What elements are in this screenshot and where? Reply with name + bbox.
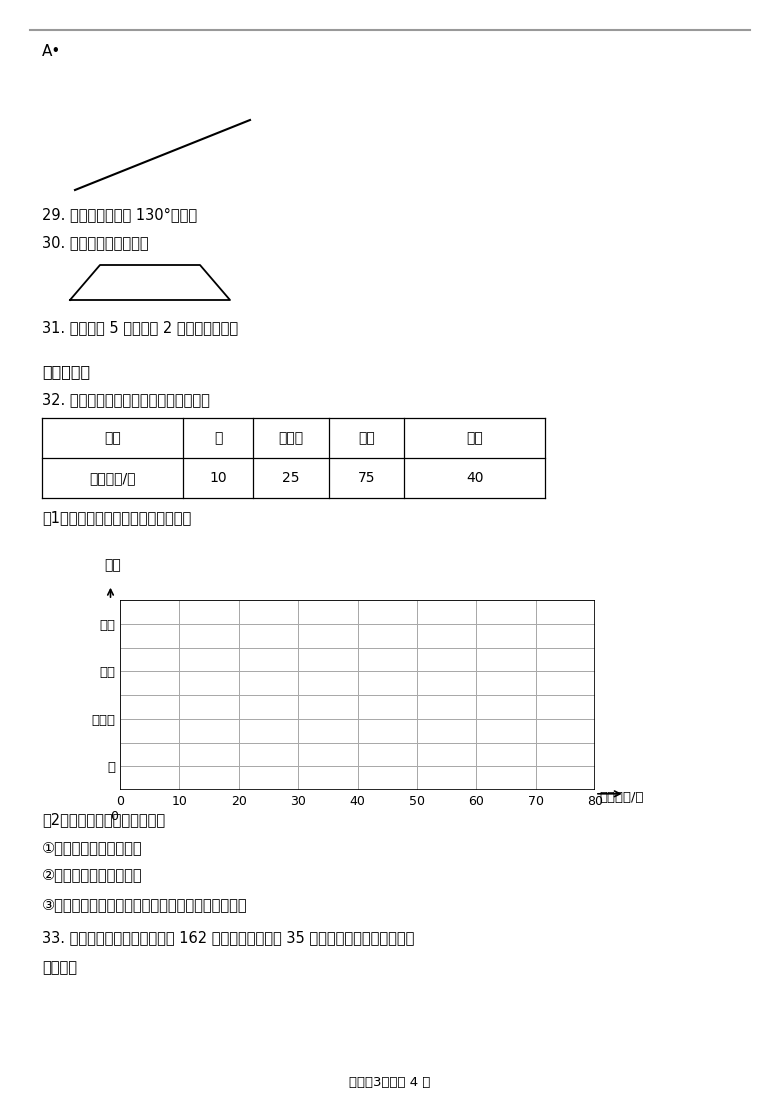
Text: 狗: 狗 <box>214 431 222 445</box>
Text: 33. 林场进行植树活动，一共有 162 棵树苗，每行植树 35 棵，一共可以植几行？还剩: 33. 林场进行植树活动，一共有 162 棵树苗，每行植树 35 棵，一共可以植… <box>42 931 414 945</box>
Text: 32. 下面是几种动物的平均寿命统计表。: 32. 下面是几种动物的平均寿命统计表。 <box>42 393 210 407</box>
Text: 10: 10 <box>209 471 227 485</box>
Text: 大象: 大象 <box>358 431 375 445</box>
Text: 31. 画一个长 5 厘米，宽 2 厘米的长方形。: 31. 画一个长 5 厘米，宽 2 厘米的长方形。 <box>42 321 238 335</box>
Text: 种类: 种类 <box>104 431 121 445</box>
Text: A•: A• <box>42 44 62 60</box>
Text: 试卷第3页，总 4 页: 试卷第3页，总 4 页 <box>349 1077 431 1090</box>
Text: （2）根据完成的统计图填空。: （2）根据完成的统计图填空。 <box>42 813 165 827</box>
Text: （1）根据统计表完成下面的统计图。: （1）根据统计表完成下面的统计图。 <box>42 511 191 525</box>
Text: 长颈鹿: 长颈鹿 <box>278 431 303 445</box>
Text: ③大象的平均寿命是长颈鹿平均寿命的（　　）倍。: ③大象的平均寿命是长颈鹿平均寿命的（ ）倍。 <box>42 898 247 912</box>
Text: 种类: 种类 <box>104 558 121 572</box>
Text: 30. 画出下面图形的高。: 30. 画出下面图形的高。 <box>42 236 149 250</box>
Text: ②（　　）的寿命最长。: ②（ ）的寿命最长。 <box>42 867 143 882</box>
Text: 75: 75 <box>358 471 375 485</box>
Text: 29. 用量角器画一个 130°的角。: 29. 用量角器画一个 130°的角。 <box>42 207 197 223</box>
Text: 40: 40 <box>466 471 484 485</box>
Text: 平均寿命/年: 平均寿命/年 <box>599 791 643 804</box>
Text: 0: 0 <box>110 810 118 823</box>
Text: 河马: 河马 <box>466 431 483 445</box>
Text: 多少棵？: 多少棵？ <box>42 961 77 975</box>
Text: ①每格代表（　　）年。: ①每格代表（ ）年。 <box>42 840 143 856</box>
Text: 25: 25 <box>282 471 300 485</box>
Text: 平均寿命/年: 平均寿命/年 <box>89 471 136 485</box>
Text: 七、解答题: 七、解答题 <box>42 364 90 379</box>
